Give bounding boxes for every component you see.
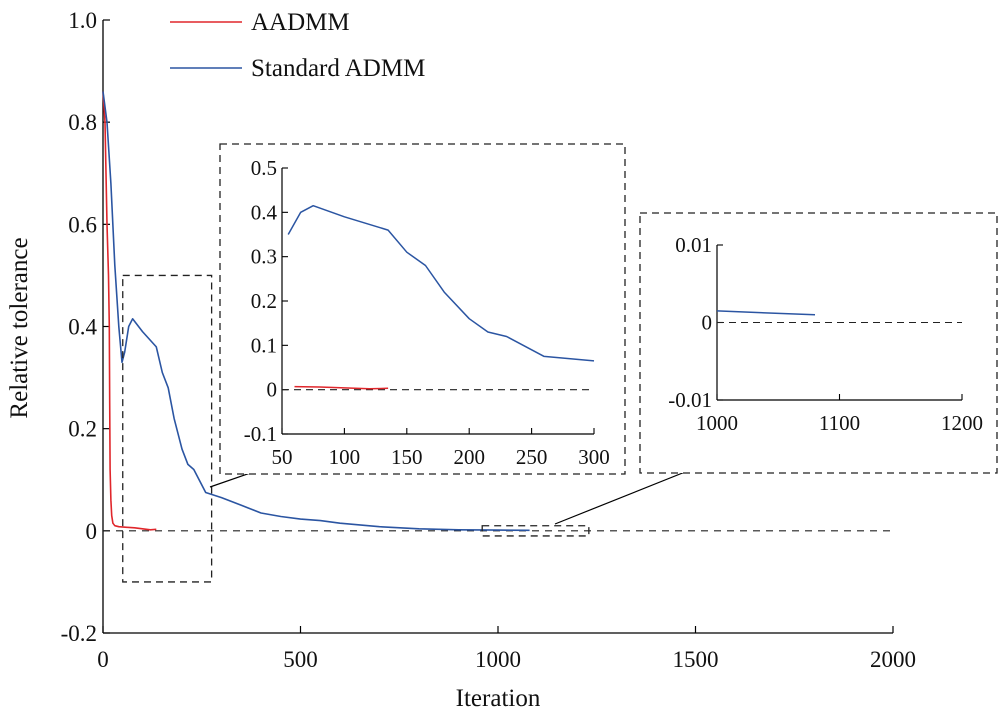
inset-1-y-tick-label: 0.4 xyxy=(251,200,278,224)
inset-1-y-tick-label: 0.3 xyxy=(251,245,277,269)
inset-1-y-tick-label: -0.1 xyxy=(244,422,277,446)
inset-1-x-tick-label: 50 xyxy=(272,445,293,469)
inset-1-x-tick-label: 300 xyxy=(578,445,610,469)
x-tick-label: 1500 xyxy=(673,647,719,672)
inset-2-x-tick-label: 1000 xyxy=(696,411,738,435)
x-tick-label: 2000 xyxy=(870,647,916,672)
inset-2: -0.01 0 0.01 1000 1100 1200 xyxy=(639,212,998,474)
y-axis-title: Relative tolerance xyxy=(6,237,33,418)
main-plot: -0.200.20.40.60.81.00 500 1000 1500 2000 xyxy=(61,8,916,672)
inset-1-y-tick-label: 0 xyxy=(267,378,278,402)
inset-1-x-tick-label: 250 xyxy=(516,445,548,469)
y-tick-label: 0.2 xyxy=(68,417,97,442)
inset-2-x-tick-label: 1100 xyxy=(819,411,860,435)
y-tick-label: 0.8 xyxy=(68,110,97,135)
legend: AADMM Standard ADMM xyxy=(170,9,425,82)
inset-2-standard-admm-line xyxy=(716,310,816,316)
legend-label-aadmm: AADMM xyxy=(251,9,350,36)
series-aadmm-line xyxy=(102,91,157,531)
x-axis-title: Iteration xyxy=(456,685,541,712)
series-standard-admm-line xyxy=(102,91,530,532)
y-tick-label: 0 xyxy=(86,519,98,544)
x-tick-label: 1000 xyxy=(475,647,521,672)
zoom-region-1 xyxy=(122,274,213,583)
y-tick-label: -0.2 xyxy=(61,621,97,646)
inset-1-frame xyxy=(219,143,626,475)
inset-1-x-tick-label: 150 xyxy=(391,445,423,469)
inset-2-y-tick-label: 0.01 xyxy=(675,233,712,257)
inset-2-y-tick-label: 0 xyxy=(702,311,713,335)
inset-1-standard-admm-line xyxy=(287,204,595,362)
inset-1-y-tick-label: 0.2 xyxy=(251,289,277,313)
inset-1: -0.1 0 0.1 0.2 0.3 0.4 0.5 50 100 150 200 250 300 xyxy=(219,143,626,475)
y-tick-label: 1.0 xyxy=(68,8,97,33)
inset-1-aadmm-line xyxy=(294,385,389,390)
x-tick-label: 500 xyxy=(283,647,318,672)
inset-1-x-tick-label: 200 xyxy=(453,445,485,469)
y-tick-label: 0.4 xyxy=(68,315,97,340)
y-tick-label: 0.6 xyxy=(68,212,97,237)
zoom-region-2 xyxy=(481,525,590,537)
inset-2-frame xyxy=(639,212,998,474)
inset-1-y-tick-label: 0.5 xyxy=(251,156,277,180)
inset-1-x-tick-label: 100 xyxy=(329,445,361,469)
inset-2-y-tick-label: -0.01 xyxy=(668,388,712,412)
inset-2-x-tick-label: 1200 xyxy=(941,411,983,435)
inset-1-y-tick-label: 0.1 xyxy=(251,333,277,357)
legend-label-standard-admm: Standard ADMM xyxy=(251,55,425,82)
x-tick-label: 0 xyxy=(97,647,109,672)
